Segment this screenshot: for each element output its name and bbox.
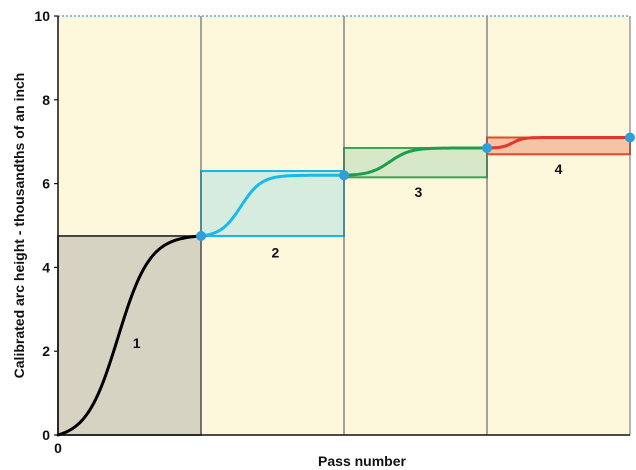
y-tick-label: 8 bbox=[42, 92, 50, 108]
stage-3-curve bbox=[342, 146, 489, 177]
stage-1-box bbox=[57, 235, 202, 436]
y-tick-label: 2 bbox=[42, 343, 50, 359]
stage-2-label: 2 bbox=[271, 245, 279, 261]
stage-1-label: 1 bbox=[133, 335, 141, 351]
y-tick-label: 4 bbox=[42, 259, 50, 275]
stage-1-curve bbox=[56, 234, 203, 437]
y-tick-label: 6 bbox=[42, 176, 50, 192]
stage-4-curve bbox=[485, 136, 632, 150]
stage-4-label: 4 bbox=[555, 161, 563, 177]
y-axis-title: Calibrated arc height - thousandths of a… bbox=[11, 73, 27, 379]
x-tick-label: 0 bbox=[54, 440, 62, 456]
y-tick-label: 10 bbox=[34, 8, 50, 24]
stage-2-curve bbox=[199, 173, 346, 238]
x-axis-title: Pass number bbox=[318, 453, 406, 469]
stage-2-box bbox=[200, 170, 345, 237]
stage-2-start-dot bbox=[196, 230, 206, 241]
stage-4-start-dot bbox=[482, 142, 492, 153]
y-tick-label: 0 bbox=[42, 427, 50, 443]
final-end-dot bbox=[625, 132, 635, 143]
stage-3-start-dot bbox=[339, 170, 349, 181]
stage-3-label: 3 bbox=[414, 184, 422, 200]
